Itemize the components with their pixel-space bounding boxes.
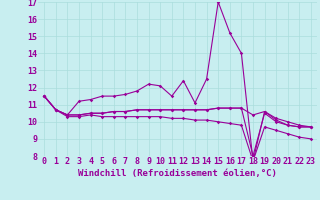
X-axis label: Windchill (Refroidissement éolien,°C): Windchill (Refroidissement éolien,°C) <box>78 169 277 178</box>
